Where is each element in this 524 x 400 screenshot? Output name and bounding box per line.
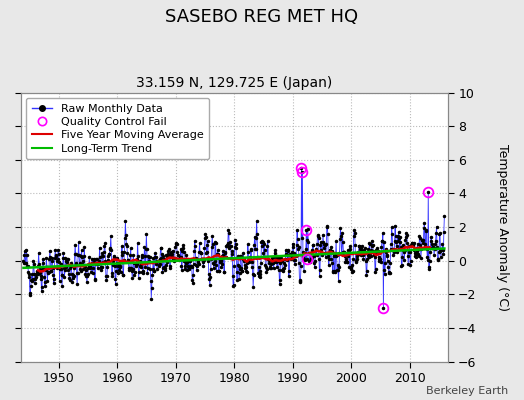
Text: SASEBO REG MET HQ: SASEBO REG MET HQ xyxy=(166,8,358,26)
Title: 33.159 N, 129.725 E (Japan): 33.159 N, 129.725 E (Japan) xyxy=(136,76,332,90)
Y-axis label: Temperature Anomaly (°C): Temperature Anomaly (°C) xyxy=(496,144,509,310)
Text: Berkeley Earth: Berkeley Earth xyxy=(426,386,508,396)
Legend: Raw Monthly Data, Quality Control Fail, Five Year Moving Average, Long-Term Tren: Raw Monthly Data, Quality Control Fail, … xyxy=(26,98,209,159)
